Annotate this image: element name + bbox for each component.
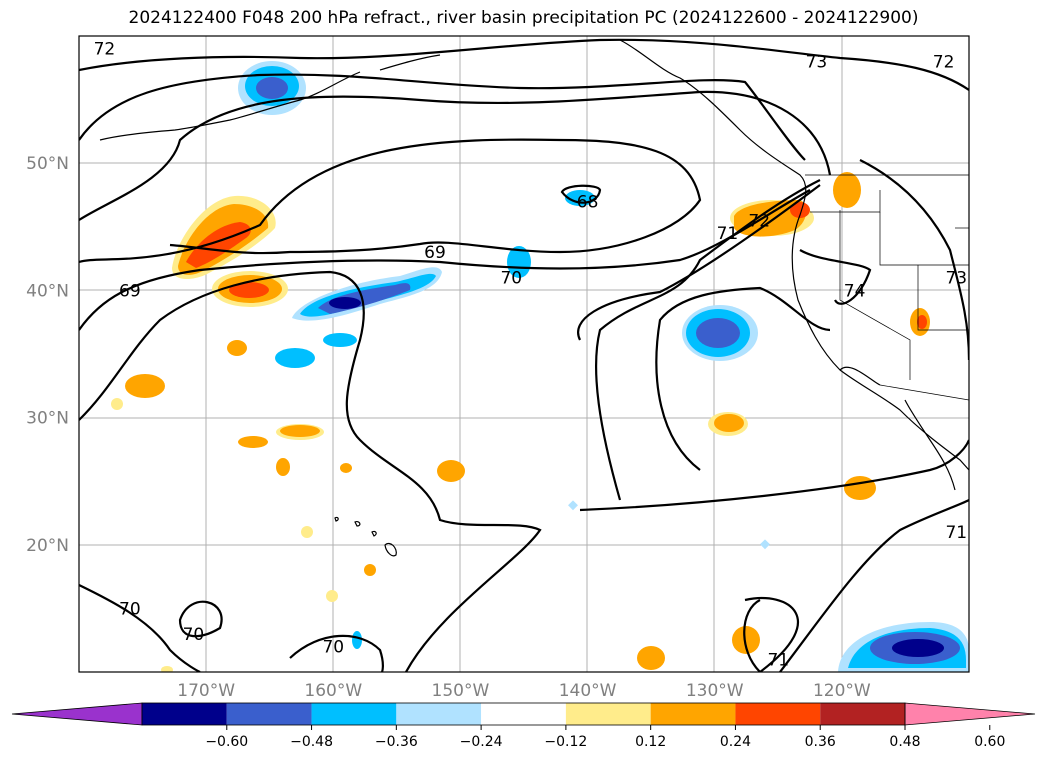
contour-label: 71 [717, 224, 739, 244]
longitude-label: 120°W [813, 681, 871, 701]
colorbar-swatch [735, 703, 820, 725]
colorbar-tick-label: −0.36 [375, 734, 418, 750]
latitude-label: 20°N [26, 536, 69, 556]
contour-label: 70 [500, 269, 522, 289]
colorbar-swatch [142, 703, 227, 725]
colorbar-swatch [651, 703, 736, 725]
precip-shading [111, 61, 969, 674]
contour-label: 70 [119, 599, 141, 619]
colorbar-swatch [481, 703, 566, 725]
colorbar-swatch [396, 703, 481, 725]
contour-label: 72 [94, 40, 116, 60]
contour-label: 72 [748, 211, 770, 231]
longitude-labels: 170°W 160°W 150°W 140°W 130°W 120°W [177, 681, 871, 701]
longitude-label: 170°W [177, 681, 235, 701]
colorbar-tick-label: 0.60 [974, 734, 1005, 750]
longitude-label: 150°W [432, 681, 490, 701]
contour-label: 70 [322, 638, 344, 658]
contour-label: 73 [806, 52, 828, 72]
political-borders [805, 175, 969, 400]
contour-label: 73 [945, 269, 967, 289]
colorbar-tick-label: −0.12 [544, 734, 587, 750]
colorbar-tick-label: −0.24 [460, 734, 503, 750]
latitude-label: 50°N [26, 154, 69, 174]
contour-labels: 72 73 72 68 69 70 71 72 69 74 73 71 70 70 70 71 [93, 39, 967, 671]
colorbar-tick-label: −0.48 [290, 734, 333, 750]
colorbar-tick-label: 0.24 [720, 734, 751, 750]
latitude-labels: 50°N 40°N 30°N 20°N [26, 154, 69, 556]
contour-label: 69 [424, 243, 446, 263]
longitude-label: 140°W [559, 681, 617, 701]
colorbar-swatch [566, 703, 651, 725]
colorbar-tick-label: −0.60 [205, 734, 248, 750]
contour-label: 72 [933, 52, 955, 72]
colorbar-tick-label: 0.48 [889, 734, 920, 750]
contour-label: 71 [767, 650, 789, 670]
longitude-label: 160°W [304, 681, 362, 701]
contour-label: 71 [945, 523, 967, 543]
contour-label: 70 [183, 625, 205, 645]
contour-label: 74 [844, 281, 866, 301]
colorbar-swatch [312, 703, 397, 725]
latitude-label: 30°N [26, 409, 69, 429]
contour-label: 68 [577, 192, 599, 212]
colorbar-swatch [820, 703, 905, 725]
longitude-label: 130°W [686, 681, 744, 701]
map-frame [79, 36, 969, 672]
gridlines [79, 36, 969, 672]
colorbar-tick-label: 0.12 [635, 734, 666, 750]
latitude-label: 40°N [26, 281, 69, 301]
contour-label: 69 [119, 281, 141, 301]
colorbar-extend-low [12, 703, 142, 725]
colorbar-tick-label: 0.36 [805, 734, 836, 750]
colorbar-extend-high [905, 703, 1035, 725]
refractivity-contours [79, 40, 969, 672]
colorbar: −0.60 −0.48 −0.36 −0.24 −0.12 0.12 0.24 0.36 0.4… [12, 703, 1035, 750]
colorbar-swatch [227, 703, 312, 725]
